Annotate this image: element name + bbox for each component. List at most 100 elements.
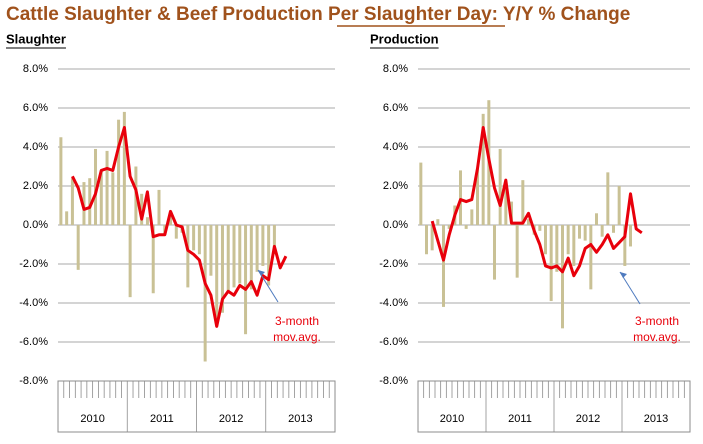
bar: [174, 225, 178, 239]
bar: [606, 172, 610, 225]
bar: [244, 225, 248, 335]
bar: [470, 209, 474, 225]
bar: [493, 225, 496, 280]
panel-title: Slaughter: [6, 31, 66, 46]
bar: [442, 225, 445, 307]
bar: [623, 225, 627, 266]
y-tick-label: 8.0%: [383, 63, 408, 75]
y-tick-label: 8.0%: [23, 63, 48, 75]
annotation: 3-month: [275, 314, 319, 328]
bar: [151, 225, 155, 294]
x-group-label: 2010: [80, 413, 104, 425]
bar: [481, 113, 485, 225]
bar: [122, 111, 126, 225]
bar: [600, 225, 604, 237]
bar: [59, 137, 63, 225]
bar: [226, 225, 230, 292]
x-group-label: 2013: [644, 413, 668, 425]
bar: [521, 180, 525, 225]
bar: [238, 225, 242, 284]
bar: [197, 225, 201, 255]
bar: [76, 225, 80, 270]
bar: [459, 170, 462, 225]
y-tick-label: 0.0%: [383, 219, 408, 231]
bar: [566, 225, 570, 255]
x-group-label: 2010: [440, 413, 464, 425]
bar: [498, 148, 502, 225]
x-group-label: 2013: [288, 413, 312, 425]
bar: [515, 225, 519, 278]
bar: [140, 193, 144, 225]
y-tick-label: 6.0%: [23, 102, 48, 114]
bar: [476, 168, 479, 225]
moving-average-line: [430, 126, 643, 278]
bar: [549, 225, 553, 302]
moving-average-line: [71, 126, 288, 328]
y-tick-label: 2.0%: [383, 180, 408, 192]
bar: [595, 213, 598, 225]
bar: [232, 225, 236, 288]
x-group-label: 2011: [508, 413, 532, 425]
bar: [572, 225, 576, 266]
y-tick-label: 2.0%: [23, 180, 48, 192]
panel-title: Production: [370, 31, 439, 46]
y-tick-label: -2.0%: [379, 258, 408, 270]
x-group-label: 2011: [150, 413, 174, 425]
bar: [425, 225, 428, 255]
annotation: mov.avg.: [633, 330, 681, 344]
bar: [145, 217, 149, 225]
y-tick-label: -4.0%: [379, 297, 408, 309]
y-tick-label: 4.0%: [23, 141, 48, 153]
y-tick-label: -8.0%: [19, 375, 48, 387]
bar: [99, 170, 103, 225]
panel: Production -8.0% -6.0% -4.0% -2.0% 0.0% 2.0% 4.…: [370, 31, 691, 433]
y-tick-label: 6.0%: [383, 102, 408, 114]
bar: [169, 213, 173, 225]
bar: [220, 225, 224, 313]
bar: [538, 225, 542, 231]
y-tick-label: 4.0%: [383, 141, 408, 153]
bar: [555, 225, 559, 272]
bar: [589, 225, 593, 290]
bar: [117, 119, 121, 225]
bar: [464, 225, 468, 229]
bar: [430, 225, 434, 251]
bar: [561, 225, 564, 329]
annotation: mov.avg.: [273, 330, 321, 344]
y-tick-label: -6.0%: [19, 336, 48, 348]
bar: [105, 150, 109, 225]
y-tick-label: -6.0%: [379, 336, 408, 348]
bar: [203, 225, 207, 362]
annotation-arrowhead: [620, 272, 627, 278]
bar: [215, 225, 219, 327]
bar: [157, 189, 161, 225]
bar: [272, 225, 276, 255]
bar: [583, 225, 587, 241]
annotation-arrowhead: [258, 270, 265, 276]
bar: [436, 219, 440, 225]
bar: [527, 219, 530, 225]
panel: Slaughter -8.0% -6.0% -4.0% -2.0% 0.0% 2.0% 4.0…: [6, 31, 336, 433]
y-tick-label: -2.0%: [19, 258, 48, 270]
bar: [419, 162, 423, 225]
bar: [94, 148, 98, 225]
bar: [544, 225, 547, 255]
bar: [88, 178, 92, 225]
bar: [612, 225, 615, 233]
x-group-label: 2012: [576, 413, 600, 425]
bar: [128, 225, 132, 298]
bar: [578, 225, 581, 239]
bar: [617, 186, 621, 225]
bar: [249, 225, 253, 290]
bar: [629, 225, 632, 247]
bar: [261, 225, 265, 266]
bar: [209, 225, 213, 276]
bar: [447, 225, 451, 229]
y-tick-label: 0.0%: [23, 219, 48, 231]
y-tick-label: -8.0%: [379, 375, 408, 387]
bar: [255, 225, 259, 272]
chart-title: Cattle Slaughter & Beef Production Per S…: [6, 4, 630, 25]
x-group-label: 2012: [219, 413, 243, 425]
annotation: 3-month: [635, 314, 679, 328]
